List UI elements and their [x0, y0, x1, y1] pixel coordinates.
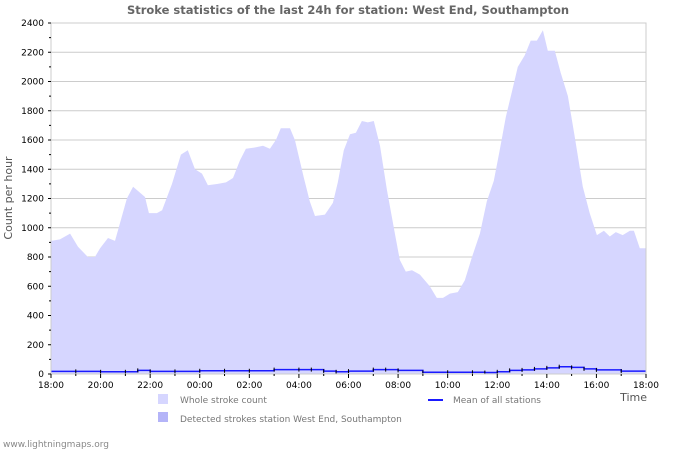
plot-areas	[51, 30, 646, 375]
y-tick-label: 1000	[21, 224, 44, 234]
whole-stroke-area	[51, 30, 646, 375]
x-tick-label: 10:00	[435, 381, 461, 391]
y-tick-label: 1800	[21, 107, 44, 117]
legend-swatch-whole	[158, 394, 168, 404]
y-tick-label: 2200	[21, 48, 44, 58]
x-tick-label: 02:00	[236, 381, 262, 391]
mean-line-group	[51, 364, 647, 375]
y-tick-label: 2400	[21, 19, 44, 29]
y-tick-label: 0	[38, 370, 44, 380]
y-tick-label: 1400	[21, 165, 44, 175]
axes: 0 200 400 600 800 1000 1200 1400 1600 1800 2000 220…	[21, 19, 659, 391]
y-tick-label: 400	[27, 312, 44, 322]
x-axis-label: Time	[619, 391, 647, 404]
y-tick-label: 800	[27, 253, 44, 263]
x-tick-label: 00:00	[187, 381, 213, 391]
x-tick-label: 22:00	[137, 381, 163, 391]
legend-swatch-detected	[158, 412, 168, 422]
legend-label-mean: Mean of all stations	[453, 396, 541, 406]
footer-link[interactable]: www.lightningmaps.org	[3, 440, 109, 450]
x-tick-label: 18:00	[38, 381, 64, 391]
y-tick-label: 1200	[21, 195, 44, 205]
x-tick-label: 12:00	[484, 381, 510, 391]
chart-title: Stroke statistics of the last 24h for st…	[127, 3, 569, 17]
legend-label-whole: Whole stroke count	[180, 396, 267, 406]
x-tick-label: 04:00	[286, 381, 312, 391]
y-tick-label: 200	[27, 341, 44, 351]
y-tick-label: 2000	[21, 78, 44, 88]
x-tick-label: 14:00	[534, 381, 560, 391]
x-tick-label: 18:00	[633, 381, 659, 391]
x-tick-label: 08:00	[385, 381, 411, 391]
x-tick-label: 20:00	[88, 381, 114, 391]
legend-label-detected: Detected strokes station West End, South…	[180, 415, 402, 425]
y-axis-label: Count per hour	[2, 156, 15, 240]
x-tick-label: 16:00	[583, 381, 609, 391]
x-tick-label: 06:00	[336, 381, 362, 391]
y-tick-label: 1600	[21, 136, 44, 146]
y-tick-label: 600	[27, 282, 44, 292]
